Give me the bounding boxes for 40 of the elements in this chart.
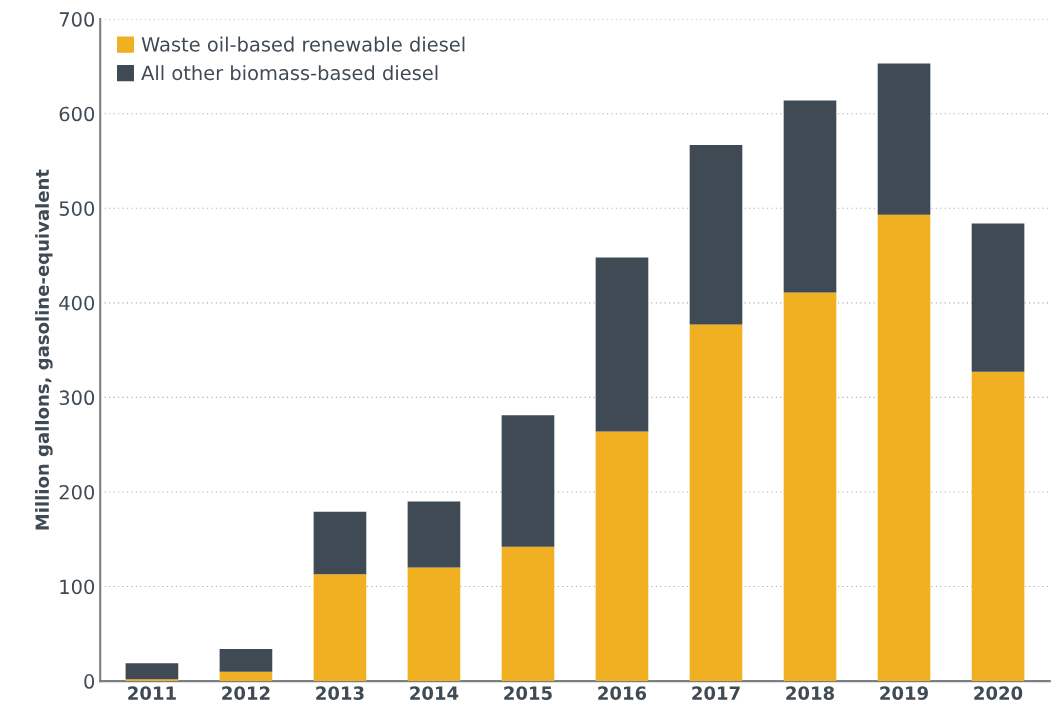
y-tick-label: 100 [60, 579, 95, 595]
bar [783, 292, 837, 682]
y-tick-label: 200 [59, 484, 95, 500]
y-axis-title: Million gallons, gasoline-equivalent [35, 169, 53, 530]
legend-label: Waste oil-based renewable diesel [141, 36, 465, 52]
x-tick-label: 2017 [692, 686, 740, 700]
legend-label: All other biomass-based diesel [141, 65, 438, 81]
x-tick-label: 2016 [598, 686, 647, 700]
x-tick-label: 2012 [222, 686, 270, 700]
y-tick-label: 400 [59, 295, 95, 311]
y-tick-label: 600 [59, 106, 95, 122]
bar [407, 567, 461, 682]
bar [125, 663, 179, 680]
bar [501, 546, 555, 682]
bar [689, 144, 743, 325]
bar [783, 100, 837, 293]
x-tick-label: 2019 [880, 686, 928, 700]
y-tick-label: 300 [59, 390, 95, 406]
bar [219, 648, 273, 672]
bar [501, 415, 555, 547]
bar [595, 257, 649, 432]
y-tick-label: 500 [59, 201, 95, 216]
bar [877, 63, 931, 215]
x-tick-label: 2011 [128, 686, 176, 700]
bar [313, 511, 367, 575]
x-tick-label: 2015 [504, 686, 552, 700]
x-tick-label: 2020 [974, 686, 1023, 700]
bar [219, 671, 273, 682]
bar [595, 431, 649, 682]
bar [313, 574, 367, 682]
bar [877, 214, 931, 682]
bar [689, 324, 743, 682]
bar [971, 371, 1025, 682]
bar [971, 223, 1025, 372]
y-tick-label: 0 [84, 674, 95, 689]
x-tick-label: 2018 [786, 686, 835, 700]
bar [407, 501, 461, 568]
x-tick-label: 2013 [316, 686, 364, 700]
x-tick-label: 2014 [410, 686, 459, 700]
y-tick-label: 700 [59, 12, 95, 27]
